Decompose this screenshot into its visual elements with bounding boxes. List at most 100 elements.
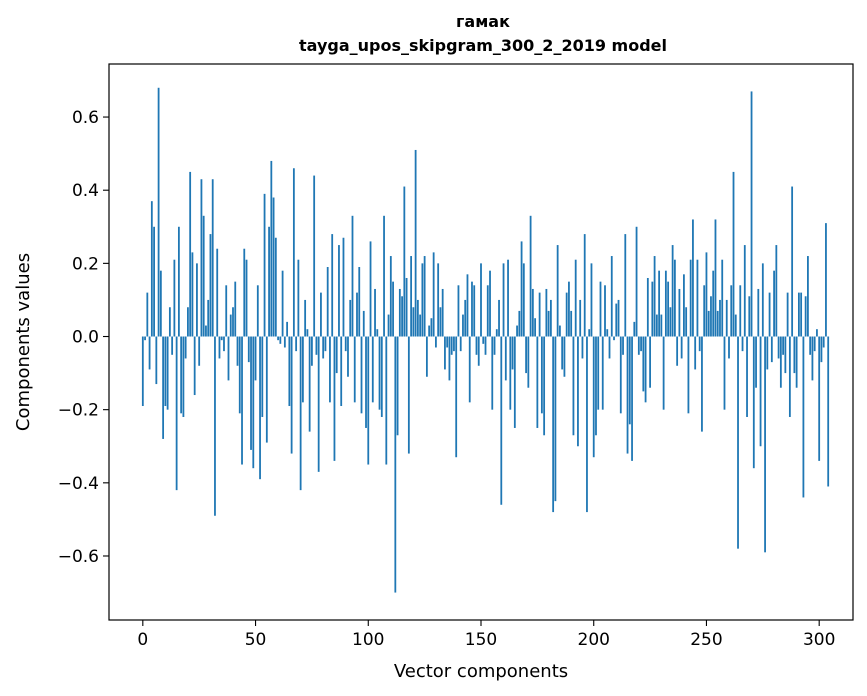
bar-235 [671, 245, 674, 337]
bar-32 [214, 336, 216, 516]
bar-77 [315, 336, 318, 355]
bar-37 [225, 285, 228, 337]
bar-196 [583, 234, 586, 337]
bar-197 [586, 336, 588, 513]
bar-0 [141, 336, 144, 407]
bar-48 [250, 336, 252, 450]
bar-213 [622, 336, 624, 355]
bar-271 [752, 336, 755, 469]
bar-153 [486, 285, 489, 337]
bar-145 [468, 336, 471, 403]
bar-142 [462, 314, 464, 337]
y-tick-label: −0.6 [58, 547, 99, 567]
bar-79 [320, 292, 322, 337]
bar-30 [209, 234, 212, 337]
bar-72 [304, 299, 307, 337]
bar-62 [281, 270, 284, 337]
y-tick-label: 0.0 [72, 328, 99, 348]
bar-33 [216, 248, 219, 337]
bar-105 [378, 336, 381, 410]
x-tick-label: 300 [803, 630, 835, 650]
bar-231 [662, 336, 665, 410]
bar-171 [527, 336, 530, 388]
bar-195 [581, 336, 584, 359]
bar-258 [723, 336, 726, 410]
bar-206 [606, 329, 609, 337]
bar-109 [387, 314, 390, 337]
bar-18 [182, 336, 185, 417]
bar-84 [331, 234, 334, 337]
bar-116 [403, 186, 406, 337]
bar-7 [157, 87, 160, 337]
bar-302 [822, 336, 825, 348]
x-tick-label: 0 [137, 630, 148, 650]
bar-255 [716, 310, 719, 337]
bar-202 [597, 336, 600, 410]
bar-35 [220, 336, 223, 341]
bar-67 [292, 168, 295, 337]
bar-170 [525, 336, 527, 374]
bar-16 [177, 226, 180, 337]
bar-252 [710, 296, 712, 337]
bar-173 [531, 288, 534, 337]
bar-8 [159, 270, 162, 337]
bar-152 [484, 336, 487, 355]
bar-143 [464, 299, 467, 337]
bar-174 [534, 318, 537, 337]
bar-273 [757, 288, 760, 337]
bar-58 [272, 197, 275, 337]
bar-82 [326, 267, 329, 337]
bar-9 [162, 336, 165, 439]
bar-125 [423, 256, 426, 337]
bar-103 [374, 288, 376, 337]
bar-239 [680, 336, 683, 359]
bar-135 [446, 336, 449, 348]
bar-291 [797, 292, 800, 337]
bar-209 [613, 336, 615, 341]
bar-17 [180, 336, 183, 414]
bar-288 [791, 186, 794, 337]
bar-194 [579, 299, 582, 337]
bar-246 [696, 259, 699, 337]
bar-50 [254, 336, 257, 381]
bar-104 [376, 329, 379, 337]
bar-134 [444, 336, 446, 370]
x-tick-label: 50 [245, 630, 267, 650]
bar-201 [595, 336, 597, 436]
bar-177 [540, 336, 543, 414]
bar-187 [563, 336, 566, 377]
bar-178 [543, 336, 546, 436]
bar-44 [241, 336, 243, 465]
bar-298 [813, 336, 816, 352]
bar-25 [198, 336, 201, 366]
bar-70 [299, 336, 302, 491]
bar-176 [538, 292, 541, 337]
bar-245 [694, 336, 697, 370]
bar-73 [306, 329, 309, 337]
bar-181 [549, 299, 552, 337]
y-tick-label: −0.2 [58, 401, 99, 421]
bar-259 [725, 299, 728, 337]
bar-262 [732, 171, 735, 337]
bar-221 [640, 336, 642, 352]
bar-277 [766, 336, 769, 370]
bar-45 [243, 248, 246, 337]
bar-236 [673, 259, 676, 337]
bar-190 [570, 310, 573, 337]
bar-57 [270, 160, 273, 337]
bar-144 [466, 274, 469, 337]
bar-279 [770, 336, 773, 363]
bar-66 [290, 336, 293, 454]
bar-214 [624, 234, 627, 337]
bar-150 [480, 263, 482, 337]
bar-94 [353, 336, 356, 403]
bar-120 [412, 307, 415, 337]
bar-283 [779, 336, 782, 388]
bar-168 [520, 241, 523, 337]
bar-15 [175, 336, 178, 491]
bar-215 [626, 336, 629, 454]
bar-86 [335, 336, 338, 374]
x-tick-label: 250 [690, 630, 722, 650]
bar-131 [437, 263, 440, 337]
bar-56 [268, 226, 270, 337]
